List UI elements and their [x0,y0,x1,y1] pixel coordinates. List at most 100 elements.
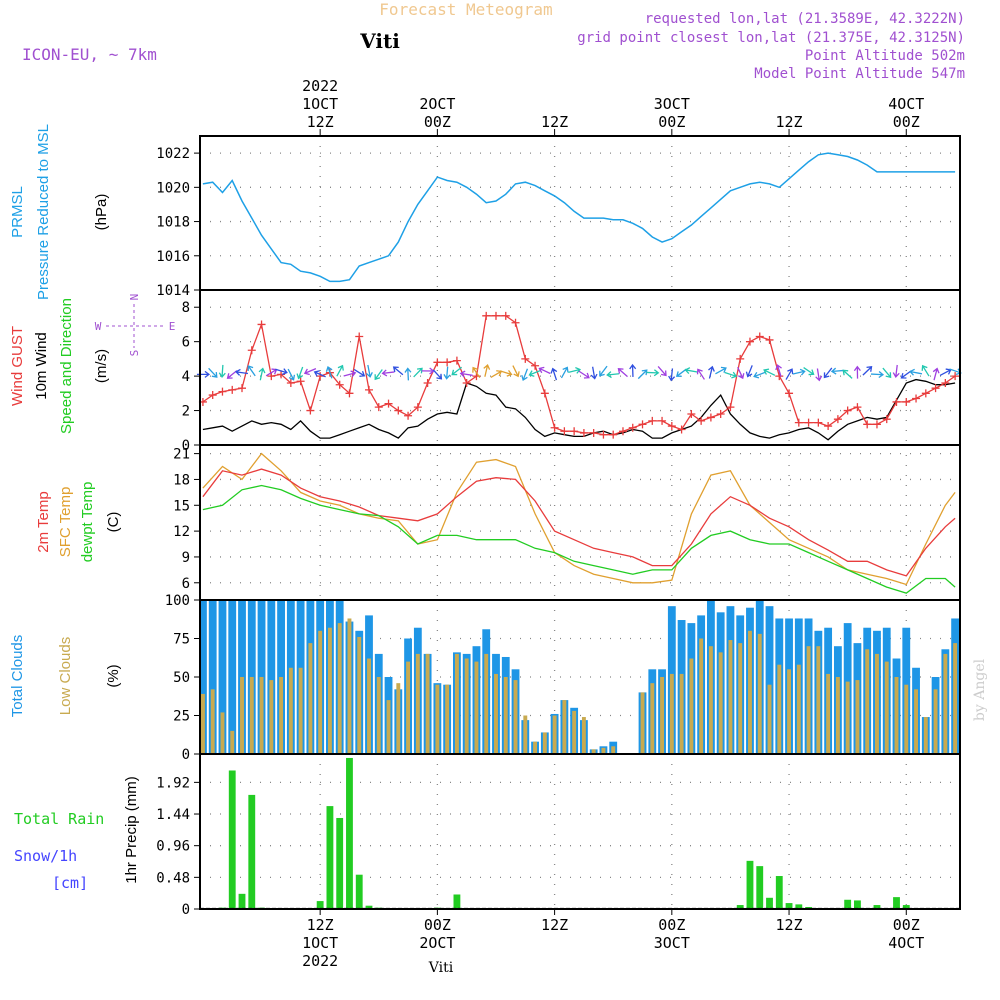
gust-point [550,423,559,432]
wind-direction-arrow [226,370,238,379]
low-cloud-bar [689,658,694,754]
total-cloud-bar [228,600,237,754]
gust-point [785,389,794,398]
wind-direction-arrow [374,369,383,381]
low-cloud-bar [347,618,352,754]
compass-icon: N S W E [95,294,176,357]
wind-direction-arrow [512,365,520,378]
low-cloud-bar [552,715,557,754]
arrow-shape [247,365,256,377]
arrow-shape [234,368,249,376]
low-cloud-bar [464,658,469,754]
low-cloud-bar [230,730,235,754]
low-cloud-bar [454,653,459,754]
wind-direction-arrow [303,368,317,376]
wind-direction-arrow [234,368,249,376]
wind-direction-arrow [218,364,226,379]
arrow-shape [560,366,569,379]
arrow-shape [870,370,885,379]
gust-point [452,356,461,365]
gust-point [247,346,256,355]
wind-direction-arrow [823,367,833,379]
gust-point [882,415,891,424]
wind-direction-arrow [353,368,366,377]
wind-direction-arrow [590,366,598,380]
wind-direction-arrow [882,367,892,379]
wind-direction-arrow [528,369,541,377]
bottom-time-hour: 00Z [893,916,920,934]
gust-point [618,427,627,436]
rain-bar [854,900,861,909]
wind-direction-arrow [932,367,940,381]
low-cloud-bar [259,677,264,754]
low-cloud-bar [787,669,792,754]
total-rain-label: Total Rain [14,810,104,828]
y-tick-label: 50 [173,670,190,686]
wind-direction-arrow [657,365,667,377]
low-cloud-bar [718,652,723,754]
dewpt-line [202,484,956,594]
rain-bar [746,860,754,909]
gust-point [921,389,930,398]
bottom-time-date: 3OCT [654,934,690,952]
y-tick-label: 1014 [156,283,190,299]
gust-point [706,413,715,422]
rain-bar [453,894,461,909]
wind-panel-labels: Wind GUST 10m Wind Speed and Direction (… [9,294,175,434]
gust-point [355,332,364,341]
temp-sfc-label: SFC Temp [57,487,74,558]
wind-direction-arrow [921,364,930,377]
low-cloud-bar [240,677,244,754]
y-tick-label: 6 [182,576,190,592]
gust-point [491,311,500,320]
top-time-year: 2022 [302,77,338,95]
wind-direction-arrow [745,365,753,378]
bottom-time-hour: 00Z [658,916,685,934]
low-cloud-bar [914,689,918,754]
low-cloud-bar [445,684,450,754]
arrow-shape [675,368,687,377]
low-cloud-bar [923,717,928,754]
wind-direction-arrow [568,366,582,374]
gust-point [775,372,784,381]
footer-station: Viti [428,960,454,976]
gust-point [833,415,842,424]
arrow-shape [296,366,304,380]
gust-point [345,389,354,398]
temp-2m-line [202,468,956,577]
gust-point [872,420,881,429]
low-cloud-bar [728,640,733,754]
wind-direction-arrow [763,368,776,376]
compass-west: W [95,320,102,333]
low-cloud-bar [210,689,215,754]
wind-direction-arrow [472,366,481,379]
cloud-panel-labels: Total Clouds Low Clouds (%) [9,635,122,718]
y-tick-label: 1016 [156,249,190,265]
low-cloud-bar [591,749,596,754]
compass-east: E [169,320,176,333]
low-cloud-bar [894,677,899,754]
arrow-shape [629,363,637,377]
bottom-time-hour: 12Z [776,916,803,934]
temp-dewpt-label: dewpt Temp [79,482,96,563]
arrow-shape [538,366,551,375]
gust-point [570,427,579,436]
wind-direction-arrow [629,363,637,377]
y-tick-label: 8 [182,300,190,316]
bottom-time-hour: 12Z [541,916,568,934]
arrow-shape [830,367,844,375]
gust-point [286,379,295,387]
wind-direction-arrow [646,369,660,377]
low-cloud-bar [796,664,801,754]
y-tick-label: 1.92 [156,775,190,791]
celsius-unit-label: (C) [105,512,122,533]
gust-point [794,418,803,427]
rain-bar [346,757,353,909]
ms-unit-label: (m/s) [93,349,110,383]
watermark: by Angel [972,658,988,721]
wind-direction-arrow [247,365,256,377]
low-cloud-bar [484,653,489,754]
rain-bar [355,874,363,909]
